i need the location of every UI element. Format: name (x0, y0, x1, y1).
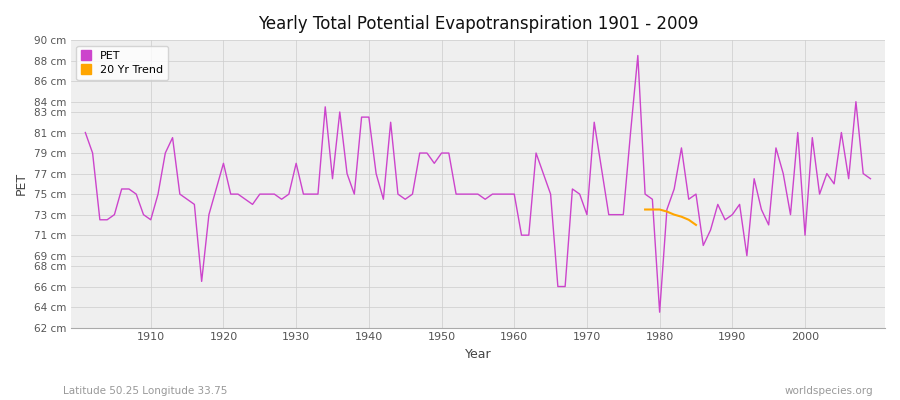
Title: Yearly Total Potential Evapotranspiration 1901 - 2009: Yearly Total Potential Evapotranspiratio… (257, 15, 698, 33)
Text: worldspecies.org: worldspecies.org (785, 386, 873, 396)
Y-axis label: PET: PET (15, 172, 28, 196)
Text: Latitude 50.25 Longitude 33.75: Latitude 50.25 Longitude 33.75 (63, 386, 228, 396)
Legend: PET, 20 Yr Trend: PET, 20 Yr Trend (76, 46, 168, 80)
X-axis label: Year: Year (464, 348, 491, 361)
